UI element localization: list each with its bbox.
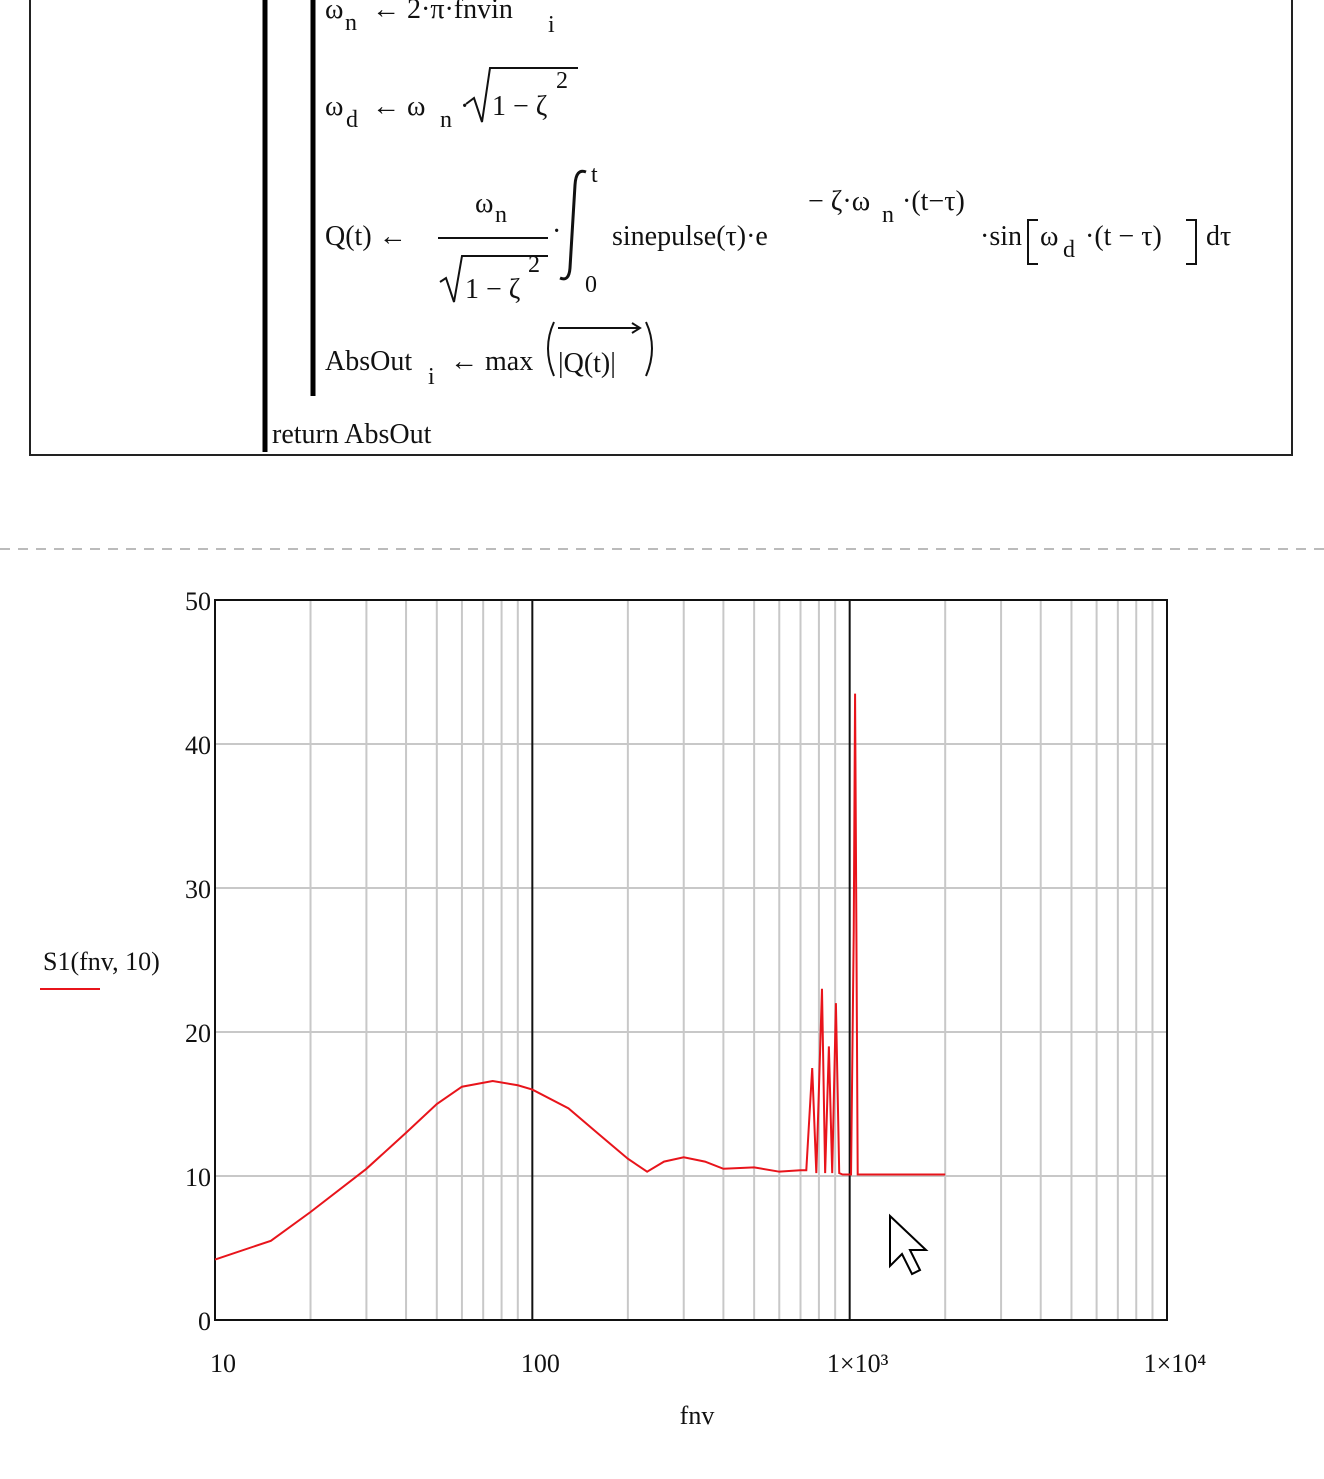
math-sup: 2: [528, 252, 540, 278]
math-sub: 0: [585, 272, 597, 298]
x-axis-title: fnv: [680, 1401, 715, 1430]
math: − ζ·ω: [808, 186, 870, 217]
program-box: [29, 0, 1293, 456]
math: sinepulse(τ)·e: [612, 221, 768, 252]
math: ·(t−τ): [902, 186, 965, 217]
y-tick-label: 10: [185, 1163, 211, 1192]
math: |Q(t)|: [558, 348, 616, 379]
math: ω: [475, 188, 493, 219]
x-tick-label: 100: [521, 1349, 560, 1378]
math: ·(t − τ): [1085, 221, 1162, 252]
sqrt-sign: [439, 255, 548, 303]
math-sub: n: [440, 107, 452, 133]
legend-label: S1(fnv, 10): [43, 947, 160, 976]
math: 1 − ζ: [465, 274, 520, 305]
math-sup: 2: [556, 68, 568, 94]
paren: [547, 321, 555, 377]
vector-arrow: [558, 322, 642, 334]
math-sup: t: [591, 162, 598, 188]
y-tick-label: 50: [185, 587, 211, 616]
x-tick-label: 1×10⁴: [1144, 1349, 1207, 1378]
x-tick-label: 10: [210, 1349, 236, 1378]
bracket: [1186, 219, 1197, 265]
y-tick-label: 20: [185, 1019, 211, 1048]
x-tick-label: 1×10³: [827, 1349, 889, 1378]
math: ·sin: [980, 221, 1022, 252]
chart: 0 10 20 30 40 50 10 100 1×10³ 1×10⁴ fnv S1(fnv, 10): [40, 587, 1206, 1430]
math: 1 − ζ: [492, 91, 547, 122]
integral-sign: [559, 169, 587, 281]
math: Q(t) ←: [325, 221, 407, 252]
math: AbsOut: [325, 346, 412, 377]
math-sub: d: [346, 107, 358, 133]
math-sub: d: [1063, 237, 1075, 263]
y-tick-label: 0: [198, 1307, 211, 1336]
data-line: [214, 693, 946, 1261]
plot-frame: [214, 599, 1168, 1321]
math: ω: [325, 0, 343, 25]
math: ω: [1040, 221, 1058, 252]
math-sub: i: [548, 12, 555, 38]
math: ← 2·π·fnvin: [372, 0, 513, 25]
math: ← max: [450, 346, 533, 377]
math: ·: [460, 91, 469, 122]
math-sub: n: [345, 10, 357, 36]
mouse-cursor: [889, 1213, 929, 1276]
math: ω: [325, 91, 343, 122]
math-sub: n: [495, 202, 507, 228]
math: return AbsOut: [272, 419, 432, 450]
math-sub: n: [882, 202, 894, 228]
paren: [645, 321, 653, 377]
y-tick-label: 40: [185, 731, 211, 760]
math: ·: [552, 216, 561, 247]
sqrt-sign: [465, 67, 578, 123]
math: dτ: [1206, 221, 1231, 252]
y-tick-label: 30: [185, 875, 211, 904]
bracket: [1027, 219, 1038, 265]
math-sub: i: [428, 364, 435, 390]
math: ← ω: [372, 91, 425, 122]
